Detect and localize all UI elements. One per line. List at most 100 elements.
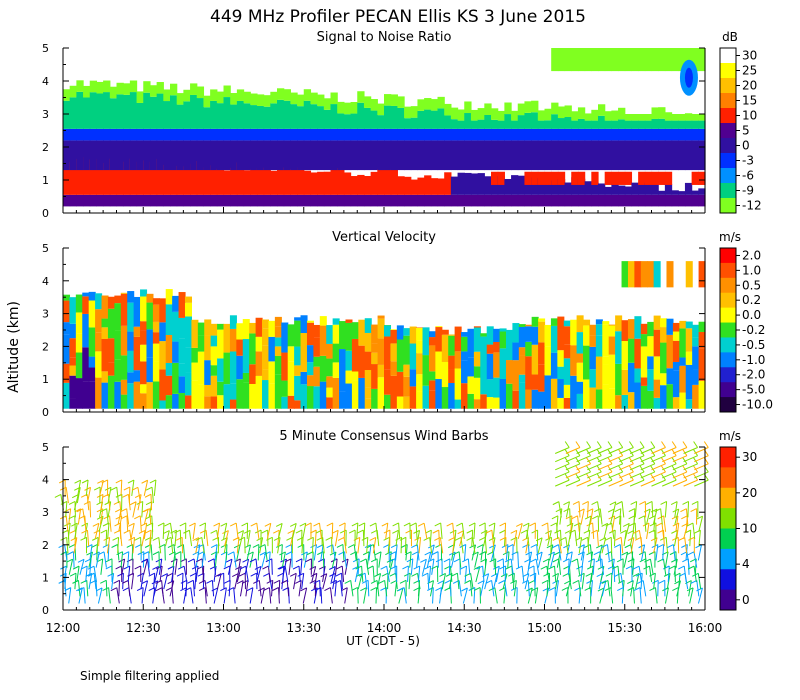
snr-cell <box>63 154 71 195</box>
wind-barb <box>378 551 382 568</box>
snr-cell <box>210 89 218 101</box>
wind-barb <box>427 573 430 590</box>
snr-cell <box>591 171 599 185</box>
snr-cell <box>604 120 612 129</box>
wind-barb-flag <box>123 486 131 491</box>
snr-cell <box>404 176 412 195</box>
wind-barb-flag <box>680 508 687 513</box>
wind-barb <box>692 522 696 539</box>
velocity-cell <box>416 382 424 392</box>
velocity-cell <box>217 323 225 330</box>
wind-barb-flag <box>451 572 458 577</box>
wind-barb <box>93 566 97 583</box>
velocity-cell <box>660 327 668 343</box>
wind-barb <box>344 551 347 568</box>
x-tick-label: 13:00 <box>206 621 241 635</box>
snr-cell <box>638 48 646 72</box>
wind-barb-flag <box>703 441 709 448</box>
wind-barb <box>546 580 549 597</box>
velocity-cell <box>390 329 398 344</box>
snr-cell <box>551 128 559 141</box>
wind-barb <box>153 573 156 590</box>
wind-barb-flag <box>131 486 139 491</box>
velocity-cell <box>371 352 379 365</box>
velocity-cell <box>249 322 257 334</box>
snr-cell <box>323 194 332 207</box>
snr-cell <box>143 128 151 141</box>
snr-cell <box>457 172 465 195</box>
wind-barb-flag <box>295 529 303 534</box>
snr-cell <box>263 128 271 141</box>
velocity-cell <box>63 382 71 409</box>
velocity-cell <box>473 351 481 367</box>
wind-barb <box>580 508 585 525</box>
velocity-cell <box>210 323 218 336</box>
colorbar-label: 0 <box>742 593 750 607</box>
wind-barb-flag <box>279 551 286 556</box>
velocity-cell <box>345 350 353 371</box>
wind-barb <box>597 455 613 463</box>
colorbar-swatch <box>720 138 736 154</box>
snr-cell <box>410 106 419 118</box>
wind-barb-flag <box>144 493 152 498</box>
snr-cell <box>671 194 679 207</box>
snr-cell <box>190 128 198 141</box>
wind-barb <box>495 566 500 583</box>
wind-barb <box>415 522 418 539</box>
snr-cell <box>123 194 131 207</box>
velocity-cell <box>281 396 289 409</box>
wind-barb <box>249 587 254 604</box>
snr-cell <box>417 177 425 195</box>
velocity-cell <box>229 383 237 400</box>
wind-barb-flag <box>510 587 518 591</box>
wind-barb-flag <box>300 587 307 592</box>
snr-cell <box>330 104 338 129</box>
wind-barb-flag <box>485 529 493 534</box>
snr-cell <box>103 140 111 171</box>
x-tick-label: 14:00 <box>367 621 402 635</box>
wind-barb <box>151 487 154 504</box>
wind-barb <box>405 544 408 561</box>
colorbar-label: -0.5 <box>742 338 765 352</box>
wind-barb <box>565 501 570 518</box>
wind-barb-flag <box>550 522 557 527</box>
wind-barb-flag <box>466 529 473 534</box>
velocity-cell <box>448 369 456 383</box>
snr-cell <box>397 107 405 129</box>
wind-barb <box>651 447 666 454</box>
velocity-cell <box>95 293 103 310</box>
velocity-cell <box>595 389 603 409</box>
wind-barb-flag <box>473 587 481 591</box>
wind-barb <box>686 551 690 568</box>
colorbar-swatch <box>720 48 736 64</box>
wind-barb <box>619 471 634 479</box>
wind-barb-flag <box>134 494 142 499</box>
snr-cell <box>517 175 526 195</box>
wind-barb <box>608 455 623 463</box>
wind-barb-flag <box>563 508 570 513</box>
velocity-cell <box>602 321 610 325</box>
wind-barb-flag <box>478 536 486 541</box>
velocity-cell <box>486 379 494 398</box>
velocity-cell <box>473 327 481 352</box>
snr-cell <box>350 140 358 171</box>
wind-barb-flag <box>329 566 336 570</box>
velocity-cell <box>364 351 372 371</box>
wind-barb <box>527 544 530 561</box>
wind-barb-flag <box>459 544 466 548</box>
wind-barb-flag <box>176 572 184 577</box>
wind-barb <box>646 523 650 540</box>
wind-barb <box>608 447 623 454</box>
velocity-cell <box>377 364 385 378</box>
snr-cell <box>103 162 111 195</box>
snr-cell <box>176 93 184 105</box>
snr-cell <box>196 140 205 171</box>
wind-barb <box>449 565 453 583</box>
wind-barb <box>697 587 703 604</box>
wind-barb-flag <box>263 587 270 591</box>
wind-barb <box>694 471 709 479</box>
wind-barb <box>663 558 667 575</box>
snr-cell <box>477 194 485 207</box>
wind-barb <box>171 566 175 583</box>
wind-barb-flag <box>100 529 107 534</box>
